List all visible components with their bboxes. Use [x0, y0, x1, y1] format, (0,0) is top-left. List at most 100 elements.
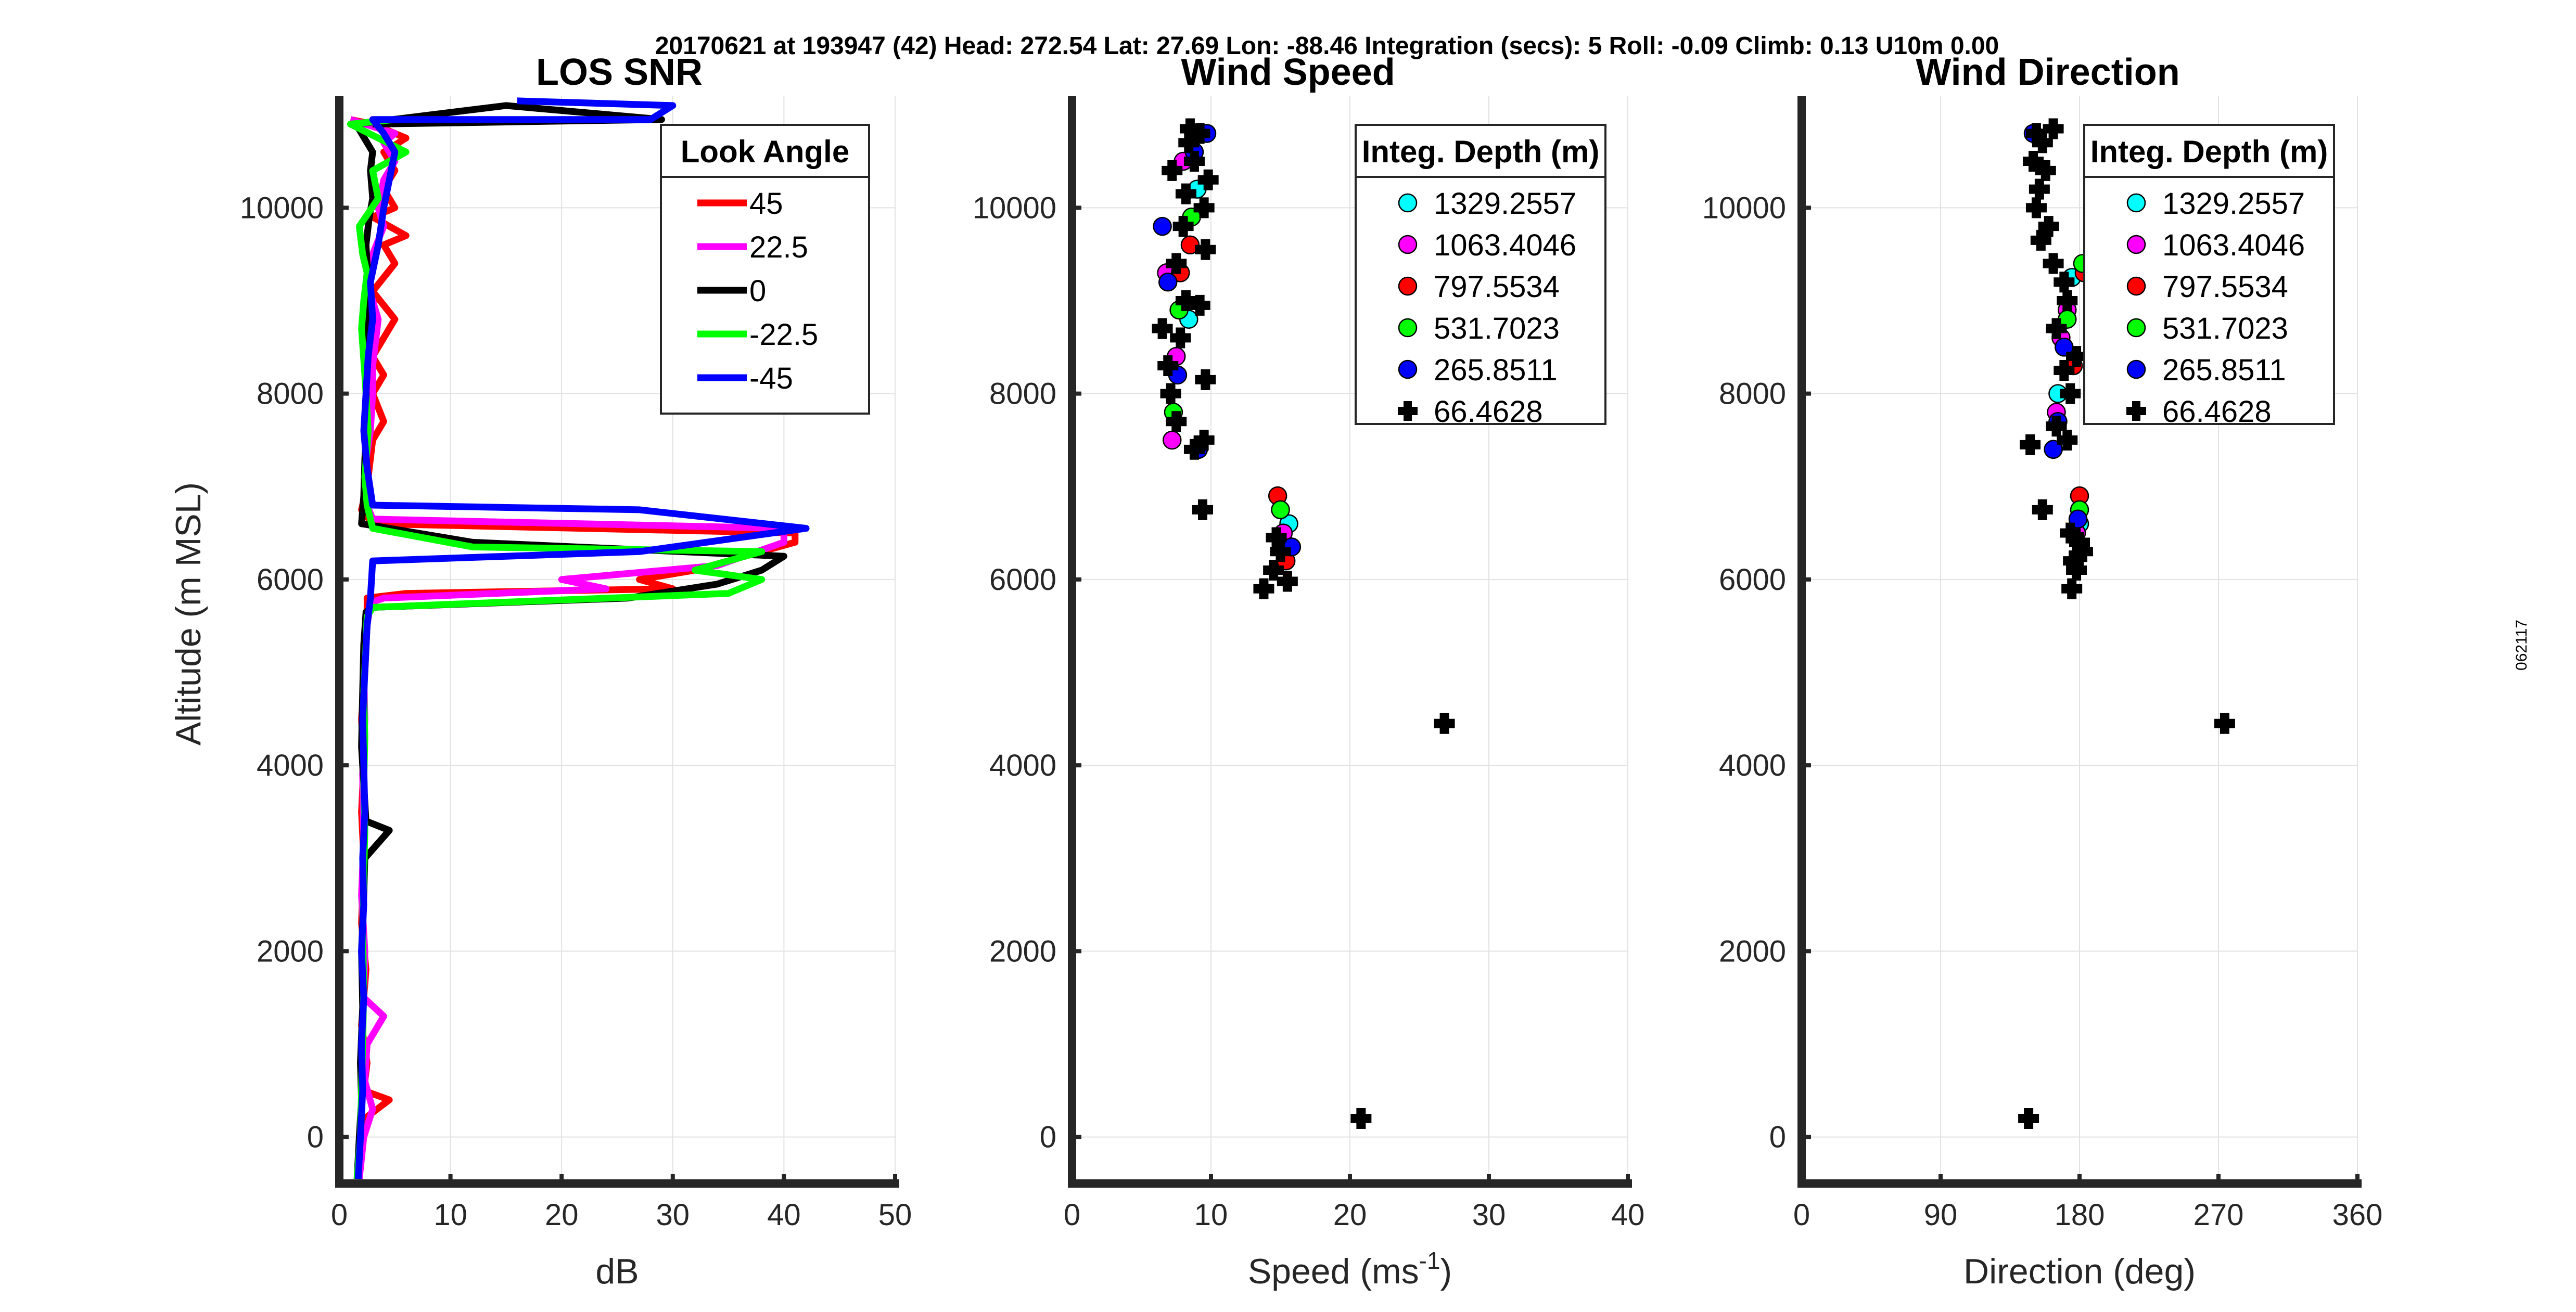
data-point-66-4628 — [1157, 355, 1179, 377]
data-point-66-4628 — [2046, 416, 2067, 437]
y-tick-label: 8000 — [257, 377, 324, 411]
data-point-66-4628 — [1166, 411, 1187, 432]
x-tick-label: 10 — [1194, 1198, 1228, 1232]
legend-swatch-1329-2557 — [1398, 193, 1418, 213]
x-axis-label: Speed (ms-1) — [1248, 1247, 1452, 1291]
data-point-66-4628 — [1193, 197, 1215, 218]
data-point-66-4628 — [1253, 578, 1274, 599]
legend: Integ. Depth (m) 1329.2557 1063.4046 797.55… — [1355, 124, 1606, 429]
data-point-66-4628 — [1195, 239, 1216, 260]
x-tick-label: 0 — [331, 1198, 348, 1232]
y-tick-label: 2000 — [989, 934, 1056, 968]
legend-label-797-5534: 797.5534 — [2162, 270, 2288, 304]
legend-box — [1355, 124, 1606, 425]
legend: Integ. Depth (m) 1329.2557 1063.4046 797.55… — [2083, 124, 2335, 429]
x-axis-label-end: ) — [1440, 1252, 1452, 1291]
los-snr-panel: 0 10 20 30 40 50 0 2000 4000 6000 8000 10000 LOS SNR… — [169, 52, 912, 1291]
data-point-66-4628 — [1270, 541, 1291, 562]
legend-label-531-7023: 531.7023 — [2162, 312, 2288, 345]
data-point-66-4628 — [1170, 327, 1191, 349]
legend-swatch-66-4628 — [1398, 401, 1418, 421]
legend-label-0: 0 — [749, 274, 766, 308]
legend-title: Integ. Depth (m) — [2090, 134, 2328, 169]
y-tick-label: 10000 — [973, 191, 1056, 225]
wind-direction-panel: 0 90 180 270 360 0 2000 4000 6000 8000 10000 Wind D… — [1702, 52, 2383, 1291]
data-marks — [347, 97, 810, 1179]
x-tick-label: 90 — [1924, 1198, 1958, 1232]
data-point-66-4628 — [2023, 151, 2044, 172]
legend-label-265-8511: 265.8511 — [1434, 353, 1558, 387]
legend-label-45: -45 — [749, 362, 793, 395]
data-marks — [1152, 118, 1455, 1129]
legend-label-265-8511: 265.8511 — [2162, 353, 2286, 387]
data-point-66-4628 — [1183, 151, 1205, 172]
x-tick-label: 40 — [1611, 1198, 1645, 1232]
legend-box — [2083, 124, 2335, 425]
y-tick-label: 10000 — [1702, 191, 1786, 225]
legend: Look Angle 45 22.5 0 -22.5 -45 — [660, 124, 870, 415]
data-point-265-8511 — [2044, 440, 2063, 459]
figure-header-info: 20170621 at 193947 (42) Head: 272.54 Lat… — [655, 32, 1999, 60]
data-point-66-4628 — [2060, 522, 2081, 544]
data-point-66-4628 — [1197, 169, 1219, 190]
x-tick-label: 0 — [1793, 1198, 1810, 1232]
y-tick-label: 8000 — [1719, 377, 1786, 411]
legend-swatch-531-7023 — [1398, 318, 1418, 338]
legend-swatch-797-5534 — [2126, 276, 2146, 296]
legend-swatch-797-5534 — [1398, 276, 1418, 296]
data-point-66-4628 — [2020, 434, 2041, 455]
data-point-66-4628 — [1263, 560, 1284, 581]
y-axis-label: Altitude (m MSL) — [169, 482, 208, 745]
legend-label-1063-4046: 1063.4046 — [1434, 228, 1576, 262]
data-point-66-4628 — [2214, 713, 2235, 734]
x-axis-label-superscript: -1 — [1419, 1247, 1440, 1274]
legend-label-22-5: 22.5 — [749, 230, 808, 264]
data-point-66-4628 — [2038, 216, 2059, 237]
data-point-66-4628 — [1179, 118, 1201, 139]
panel-title: Wind Direction — [1916, 52, 2179, 93]
x-tick-label: 360 — [2332, 1198, 2383, 1232]
legend-title: Integ. Depth (m) — [1362, 134, 1600, 169]
data-point-265-8511 — [1153, 216, 1172, 236]
data-point-66-4628 — [2032, 499, 2053, 520]
data-point-66-4628 — [2043, 118, 2064, 139]
data-point-265-8511 — [1158, 273, 1178, 292]
data-point-66-4628 — [1175, 290, 1196, 311]
y-tick-label: 6000 — [989, 563, 1056, 597]
data-point-66-4628 — [2046, 318, 2067, 339]
data-point-66-4628 — [2025, 123, 2047, 144]
data-point-66-4628 — [2066, 346, 2087, 367]
legend-title: Look Angle — [681, 134, 849, 169]
data-point-66-4628 — [2072, 541, 2093, 562]
data-point-66-4628 — [1160, 383, 1181, 404]
grid — [1072, 96, 1628, 1184]
x-tick-label: 20 — [1333, 1198, 1367, 1232]
x-tick-label: 270 — [2194, 1198, 2244, 1232]
x-tick-label: 0 — [1064, 1198, 1080, 1232]
x-tick-label: 20 — [545, 1198, 579, 1232]
legend-label-45: 45 — [749, 187, 783, 221]
panel-title: LOS SNR — [536, 52, 703, 93]
legend-label-66-4628: 66.4628 — [2162, 395, 2272, 429]
x-tick-label: 40 — [767, 1198, 801, 1232]
data-point-66-4628 — [1434, 713, 1455, 734]
y-tick-label: 0 — [307, 1121, 324, 1154]
y-tick-label: 6000 — [257, 563, 324, 597]
legend-label-797-5534: 797.5534 — [1434, 270, 1560, 304]
y-tick-label: 4000 — [1719, 749, 1786, 782]
data-point-66-4628 — [1195, 369, 1216, 390]
data-point-66-4628 — [2018, 1108, 2039, 1129]
legend-swatch-66-4628 — [2126, 401, 2146, 421]
data-point-66-4628 — [2060, 383, 2081, 404]
data-point-66-4628 — [1183, 439, 1205, 460]
x-tick-label: 50 — [878, 1198, 912, 1232]
side-date-label: 062117 — [2513, 620, 2530, 671]
data-point-66-4628 — [1266, 527, 1287, 548]
data-point-66-4628 — [2029, 178, 2050, 200]
data-point-66-4628 — [2057, 290, 2078, 311]
x-tick-label: 180 — [2055, 1198, 2105, 1232]
legend-label-22-5: -22.5 — [749, 318, 818, 352]
panel-title: Wind Speed — [1181, 52, 1395, 93]
data-point-66-4628 — [2043, 253, 2064, 274]
